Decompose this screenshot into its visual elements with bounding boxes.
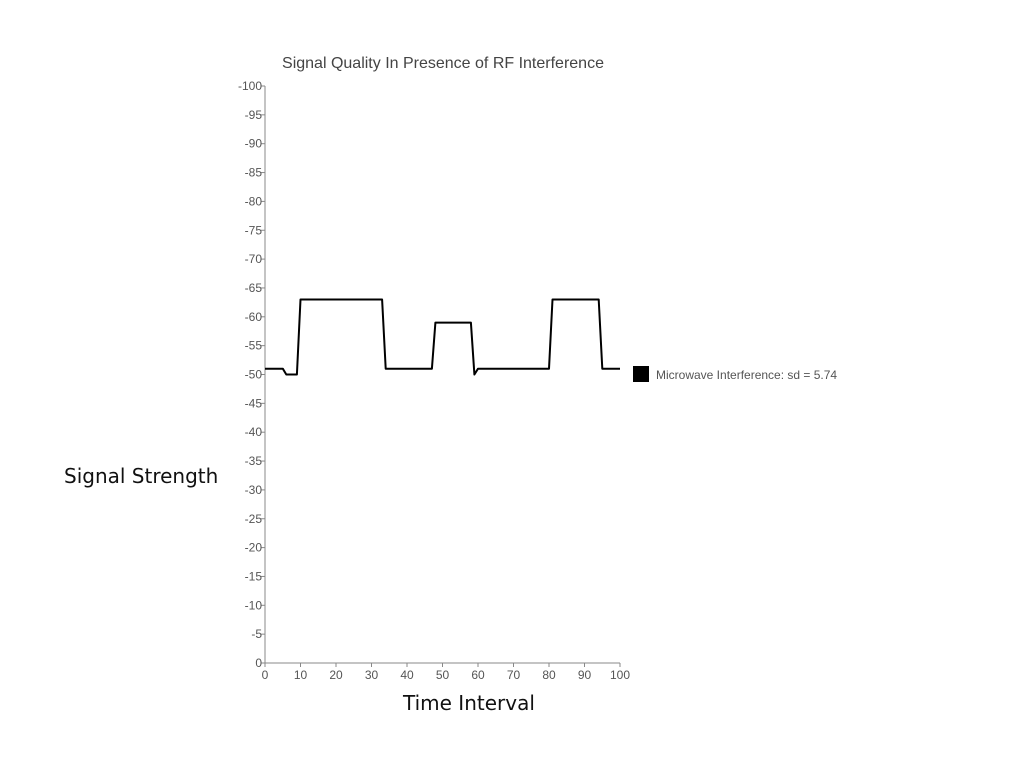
y-tick-label: -20 (245, 541, 263, 555)
y-tick-label: -15 (245, 569, 263, 583)
legend-label: Microwave Interference: sd = 5.74 (656, 368, 837, 382)
y-tick-label: -40 (245, 425, 263, 439)
y-tick-label: -100 (238, 79, 262, 93)
y-axis-ticks: 0 -5 -10 -15 -20 -25 -30 -35 -40 -45 -50 -55 -60 -65 -… (238, 79, 265, 670)
y-tick-label: -5 (251, 627, 262, 641)
y-tick-label: -85 (245, 166, 263, 180)
x-tick-label: 60 (471, 668, 485, 682)
chart-title: Signal Quality In Presence of RF Interfe… (282, 55, 604, 72)
x-tick-label: 0 (262, 668, 269, 682)
y-tick-label: -45 (245, 396, 263, 410)
series-line-0 (265, 298, 620, 376)
y-tick-label: -10 (245, 598, 263, 612)
y-tick-label: 0 (255, 656, 262, 670)
y-tick-label: -95 (245, 108, 263, 122)
series-layer (265, 298, 620, 376)
y-tick-label: -30 (245, 483, 263, 497)
x-tick-label: 90 (578, 668, 592, 682)
x-tick-label: 40 (400, 668, 414, 682)
y-axis-label: Signal Strength (64, 464, 219, 488)
x-tick-label: 30 (365, 668, 379, 682)
x-tick-label: 10 (294, 668, 308, 682)
x-tick-label: 20 (329, 668, 343, 682)
y-tick-label: -60 (245, 310, 263, 324)
y-tick-label: -50 (245, 368, 263, 382)
x-axis-ticks: 0 10 20 30 40 50 60 70 80 90 100 (262, 663, 630, 682)
x-axis-label: Time Interval (403, 691, 535, 715)
x-tick-label: 50 (436, 668, 450, 682)
y-tick-label: -25 (245, 512, 263, 526)
x-tick-label: 100 (610, 668, 630, 682)
y-tick-label: -35 (245, 454, 263, 468)
legend: Microwave Interference: sd = 5.74 (633, 366, 837, 382)
x-tick-label: 70 (507, 668, 521, 682)
y-tick-label: -90 (245, 137, 263, 151)
y-tick-label: -55 (245, 339, 263, 353)
y-tick-label: -70 (245, 252, 263, 266)
y-tick-label: -80 (245, 194, 263, 208)
x-tick-label: 80 (542, 668, 556, 682)
y-tick-label: -75 (245, 223, 263, 237)
legend-swatch (633, 366, 649, 382)
y-tick-label: -65 (245, 281, 263, 295)
